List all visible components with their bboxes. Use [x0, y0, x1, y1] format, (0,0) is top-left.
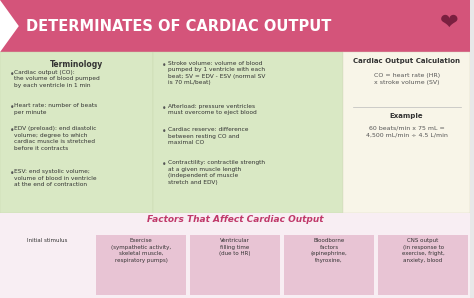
- Text: Terminology: Terminology: [50, 60, 103, 69]
- Text: ❤: ❤: [439, 13, 458, 33]
- Text: •: •: [9, 126, 14, 135]
- Text: •: •: [162, 127, 167, 136]
- Text: Stroke volume: volume of blood
pumped by 1 ventricle with each
beat; SV = EDV - : Stroke volume: volume of blood pumped by…: [168, 61, 265, 85]
- Bar: [96, 235, 186, 295]
- Polygon shape: [0, 0, 19, 52]
- Bar: [191, 235, 280, 295]
- Text: 60 beats/min x 75 mL =
4,500 mL/min ÷ 4.5 L/min: 60 beats/min x 75 mL = 4,500 mL/min ÷ 4.…: [366, 125, 447, 137]
- Bar: [0, 0, 470, 52]
- Text: •: •: [162, 160, 167, 169]
- Text: •: •: [9, 70, 14, 79]
- Text: Afterload: pressure ventricles
must overcome to eject blood: Afterload: pressure ventricles must over…: [168, 104, 256, 115]
- Text: Cardiac output (CO):
the volume of blood pumped
by each ventricle in 1 min: Cardiac output (CO): the volume of blood…: [14, 70, 100, 88]
- Bar: [153, 52, 343, 213]
- Text: •: •: [9, 103, 14, 112]
- Text: Bloodborne
factors
(epinephrine,
thyroxine,: Bloodborne factors (epinephrine, thyroxi…: [310, 238, 347, 263]
- Bar: [0, 213, 470, 298]
- Bar: [378, 235, 468, 295]
- Text: EDV (preload): end diastolic
volume; degree to which
cardiac muscle is stretched: EDV (preload): end diastolic volume; deg…: [14, 126, 97, 150]
- Text: DETERMINATES OF CARDIAC OUTPUT: DETERMINATES OF CARDIAC OUTPUT: [26, 18, 331, 34]
- Text: CNS output
(in response to
exercise, fright,
anxiety, blood: CNS output (in response to exercise, fri…: [401, 238, 445, 263]
- Bar: [343, 52, 470, 213]
- Text: Heart rate: number of beats
per minute: Heart rate: number of beats per minute: [14, 103, 97, 114]
- Text: •: •: [9, 169, 14, 178]
- Text: Exercise
(sympathetic activity,
skeletal muscle,
respiratory pumps): Exercise (sympathetic activity, skeletal…: [111, 238, 171, 263]
- Bar: [284, 235, 374, 295]
- Text: •: •: [162, 61, 167, 70]
- Text: ESV: end systolic volume;
volume of blood in ventricle
at the end of contraction: ESV: end systolic volume; volume of bloo…: [14, 169, 97, 187]
- Text: Contractility: contractile strength
at a given muscle length
(independent of mus: Contractility: contractile strength at a…: [168, 160, 265, 184]
- Text: Cardiac reserve: difference
between resting CO and
maximal CO: Cardiac reserve: difference between rest…: [168, 127, 248, 145]
- Text: Factors That Affect Cardiac Output: Factors That Affect Cardiac Output: [147, 215, 323, 224]
- Text: Initial stimulus: Initial stimulus: [27, 238, 67, 243]
- Text: CO = heart rate (HR)
x stroke volume (SV): CO = heart rate (HR) x stroke volume (SV…: [374, 73, 440, 85]
- Text: •: •: [162, 104, 167, 113]
- Text: Cardiac Output Calculation: Cardiac Output Calculation: [353, 58, 460, 63]
- Bar: [0, 52, 153, 213]
- Text: Ventricular
filling time
(due to HR): Ventricular filling time (due to HR): [219, 238, 251, 256]
- Text: Example: Example: [390, 113, 423, 119]
